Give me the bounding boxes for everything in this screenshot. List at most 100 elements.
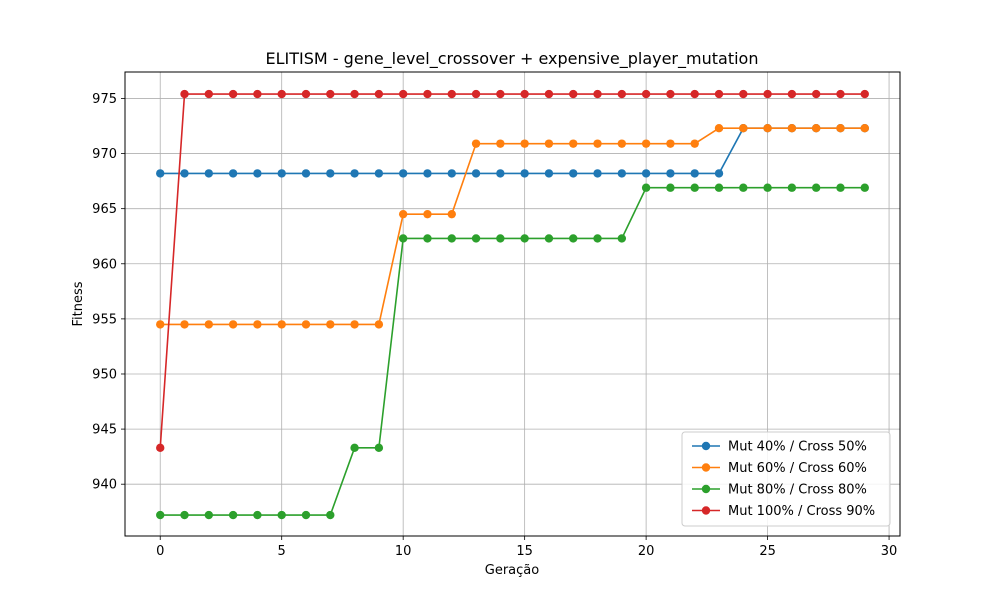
y-tick-label: 975 [92,92,117,107]
x-tick-label: 5 [278,544,286,559]
data-point [423,169,432,178]
data-point [398,89,408,99]
data-point [544,169,554,178]
legend-label: Mut 100% / Cross 90% [728,504,875,519]
data-point [447,209,456,219]
legend-item: Mut 60% / Cross 60% [692,461,867,476]
data-point [253,510,262,520]
data-point [811,124,821,133]
data-point [423,89,432,99]
data-point [301,510,311,520]
data-point [447,234,456,243]
x-tick-label: 15 [516,544,533,559]
data-point [253,169,262,178]
x-tick-label: 10 [395,544,412,559]
data-point [714,89,724,99]
data-point [228,89,238,99]
data-point [471,89,481,99]
data-point [714,183,724,192]
data-point [471,139,481,148]
data-point [787,89,797,99]
data-point [690,169,699,178]
series-layer [156,89,869,520]
data-point [350,320,359,329]
y-axis-label: Fitness [71,281,86,326]
data-point [228,510,238,520]
data-point [763,124,772,133]
data-point [277,89,286,99]
data-point [253,89,262,99]
y-tick-label: 960 [92,257,117,272]
data-point [496,234,505,243]
x-tick-label: 0 [156,544,164,559]
data-point [326,510,335,520]
data-point [739,124,748,133]
data-point [860,124,869,133]
x-tick-label: 20 [638,544,655,559]
data-point [496,89,505,99]
legend-box [681,431,891,527]
data-point [544,139,554,148]
legend-marker [701,441,711,451]
data-point [836,124,845,133]
data-point [617,89,627,99]
data-point [811,89,821,99]
data-point [228,169,238,178]
data-point [350,89,359,99]
data-point [326,169,335,178]
data-point [641,183,651,192]
data-point [156,320,165,329]
data-point [326,89,335,99]
plot-area-frame [124,71,901,537]
legend-label: Mut 60% / Cross 60% [728,461,867,476]
data-point [520,139,529,148]
data-point [228,320,238,329]
data-point [617,234,627,243]
data-point [787,183,797,192]
data-point [180,510,189,520]
data-point [398,234,408,243]
data-point [520,89,529,99]
y-tick-label: 950 [92,367,117,382]
data-point [253,320,262,329]
x-tick-label: 25 [759,544,776,559]
series-3 [156,183,869,520]
data-point [739,183,748,192]
legend-item: Mut 40% / Cross 50% [692,440,867,455]
x-axis-label: Geração [485,563,539,578]
data-point [641,139,651,148]
series-4 [156,89,869,453]
data-point [569,139,578,148]
data-point [569,89,578,99]
data-point [714,124,724,133]
data-point [763,89,772,99]
data-point [617,169,627,178]
data-point [860,183,869,192]
data-point [301,89,311,99]
data-point [690,89,699,99]
data-point [180,169,189,178]
data-point [544,89,554,99]
legend-marker [701,463,711,472]
data-point [836,183,845,192]
legend: Mut 40% / Cross 50% Mut 60% / Cross 60% Mu… [681,431,891,527]
y-tick-label: 940 [92,478,117,493]
data-point [714,169,724,178]
data-point [350,169,359,178]
data-point [374,320,384,329]
data-point [180,320,189,329]
data-point [520,169,529,178]
y-tick-label: 965 [92,202,117,217]
legend-item: Mut 100% / Cross 90% [692,504,875,519]
data-point [277,510,286,520]
legend-item: Mut 80% / Cross 80% [692,483,867,498]
data-point [860,89,869,99]
data-point [666,169,675,178]
y-tick-label: 970 [92,147,117,162]
data-point [374,89,384,99]
data-point [690,183,699,192]
data-point [180,89,189,99]
data-point [666,89,675,99]
data-point [204,169,214,178]
